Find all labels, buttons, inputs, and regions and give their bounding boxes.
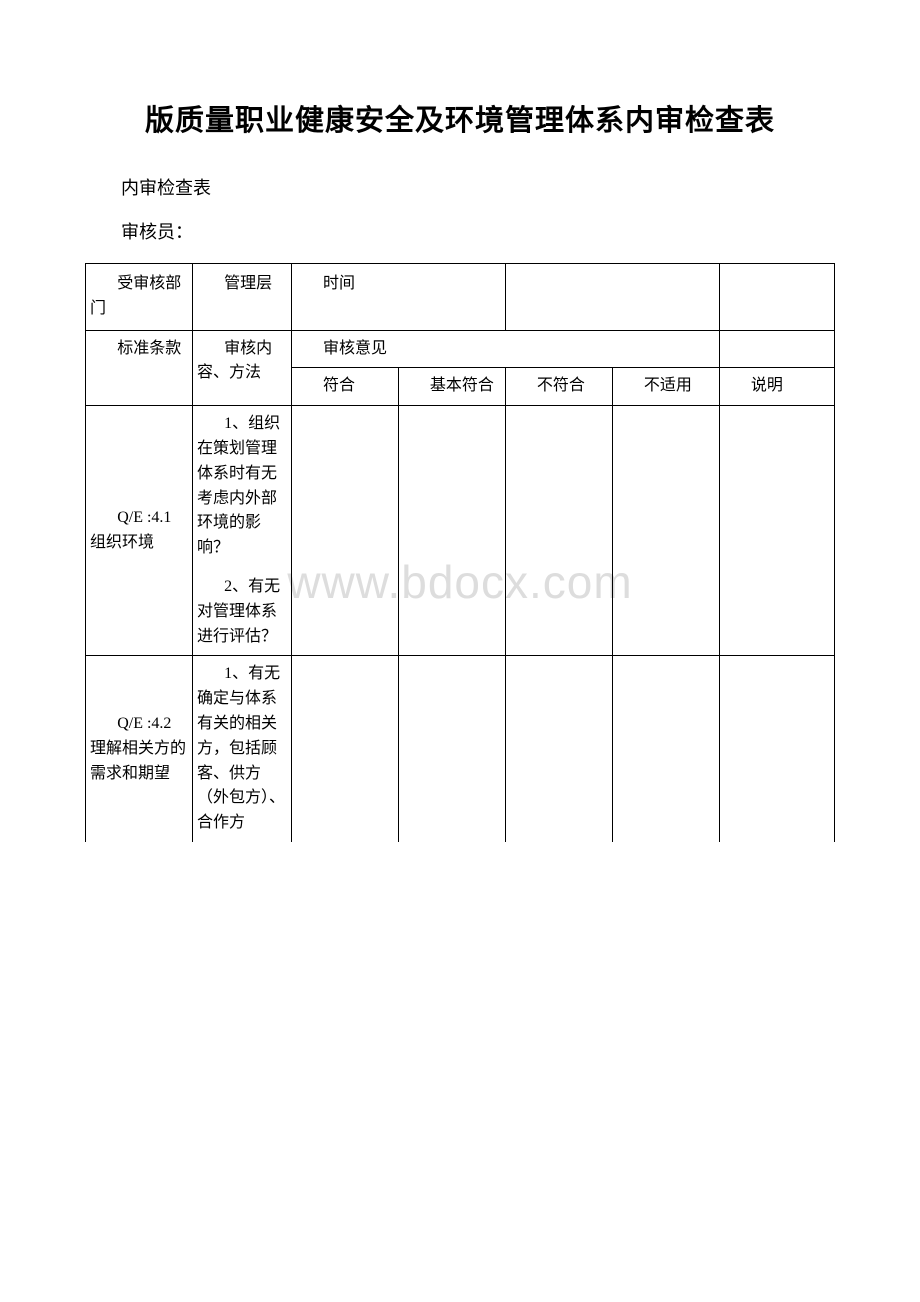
clause-header: 标准条款 <box>86 330 193 406</box>
opinion-header: 审核意见 <box>291 330 719 368</box>
opinion-extra-cell <box>719 330 834 368</box>
basic-conform-cell <box>398 406 505 656</box>
not-conform-header: 不符合 <box>505 368 612 406</box>
header-extra-cell <box>719 264 834 331</box>
content-header: 审核内容、方法 <box>192 330 291 406</box>
basic-conform-header: 基本符合 <box>398 368 505 406</box>
table-header-row-2a: 标准条款 审核内容、方法 审核意见 <box>86 330 835 368</box>
table-row: Q/E :4.1 组织环境 1、组织在策划管理体系时有无考虑内外部环境的影响？ … <box>86 406 835 656</box>
time-label-cell: 时间 <box>291 264 505 331</box>
dept-value-cell: 管理层 <box>192 264 291 331</box>
conform-header: 符合 <box>291 368 398 406</box>
clause-cell: Q/E :4.1 组织环境 <box>86 406 193 656</box>
content-paragraph: 2、有无对管理体系进行评估？ <box>197 575 287 649</box>
clause-cell: Q/E :4.2 理解相关方的需求和期望 <box>86 656 193 842</box>
table-row: Q/E :4.2 理解相关方的需求和期望 1、有无确定与体系有关的相关方，包括顾… <box>86 656 835 842</box>
remarks-header: 说明 <box>719 368 834 406</box>
conform-cell <box>291 406 398 656</box>
time-value-cell <box>505 264 719 331</box>
content-paragraph: 1、组织在策划管理体系时有无考虑内外部环境的影响？ <box>197 412 287 561</box>
dept-label-cell: 受审核部门 <box>86 264 193 331</box>
document-subtitle: 内审检查表 <box>85 174 835 203</box>
table-header-row-1: 受审核部门 管理层 时间 <box>86 264 835 331</box>
content-cell: 1、有无确定与体系有关的相关方，包括顾客、供方（外包方）、合作方 <box>192 656 291 842</box>
not-conform-cell <box>505 406 612 656</box>
not-conform-cell <box>505 656 612 842</box>
not-applicable-cell <box>612 656 719 842</box>
basic-conform-cell <box>398 656 505 842</box>
content-paragraph: 1、有无确定与体系有关的相关方，包括顾客、供方（外包方）、合作方 <box>197 662 287 836</box>
remarks-cell <box>719 406 834 656</box>
auditor-label: 审核员： <box>85 218 835 247</box>
conform-cell <box>291 656 398 842</box>
not-applicable-header: 不适用 <box>612 368 719 406</box>
not-applicable-cell <box>612 406 719 656</box>
audit-table: 受审核部门 管理层 时间 标准条款 审核内容、方法 审核意见 符合 基本符合 不… <box>85 263 835 842</box>
remarks-cell <box>719 656 834 842</box>
document-title: 版质量职业健康安全及环境管理体系内审检查表 <box>85 100 835 144</box>
content-cell: 1、组织在策划管理体系时有无考虑内外部环境的影响？ 2、有无对管理体系进行评估？ <box>192 406 291 656</box>
